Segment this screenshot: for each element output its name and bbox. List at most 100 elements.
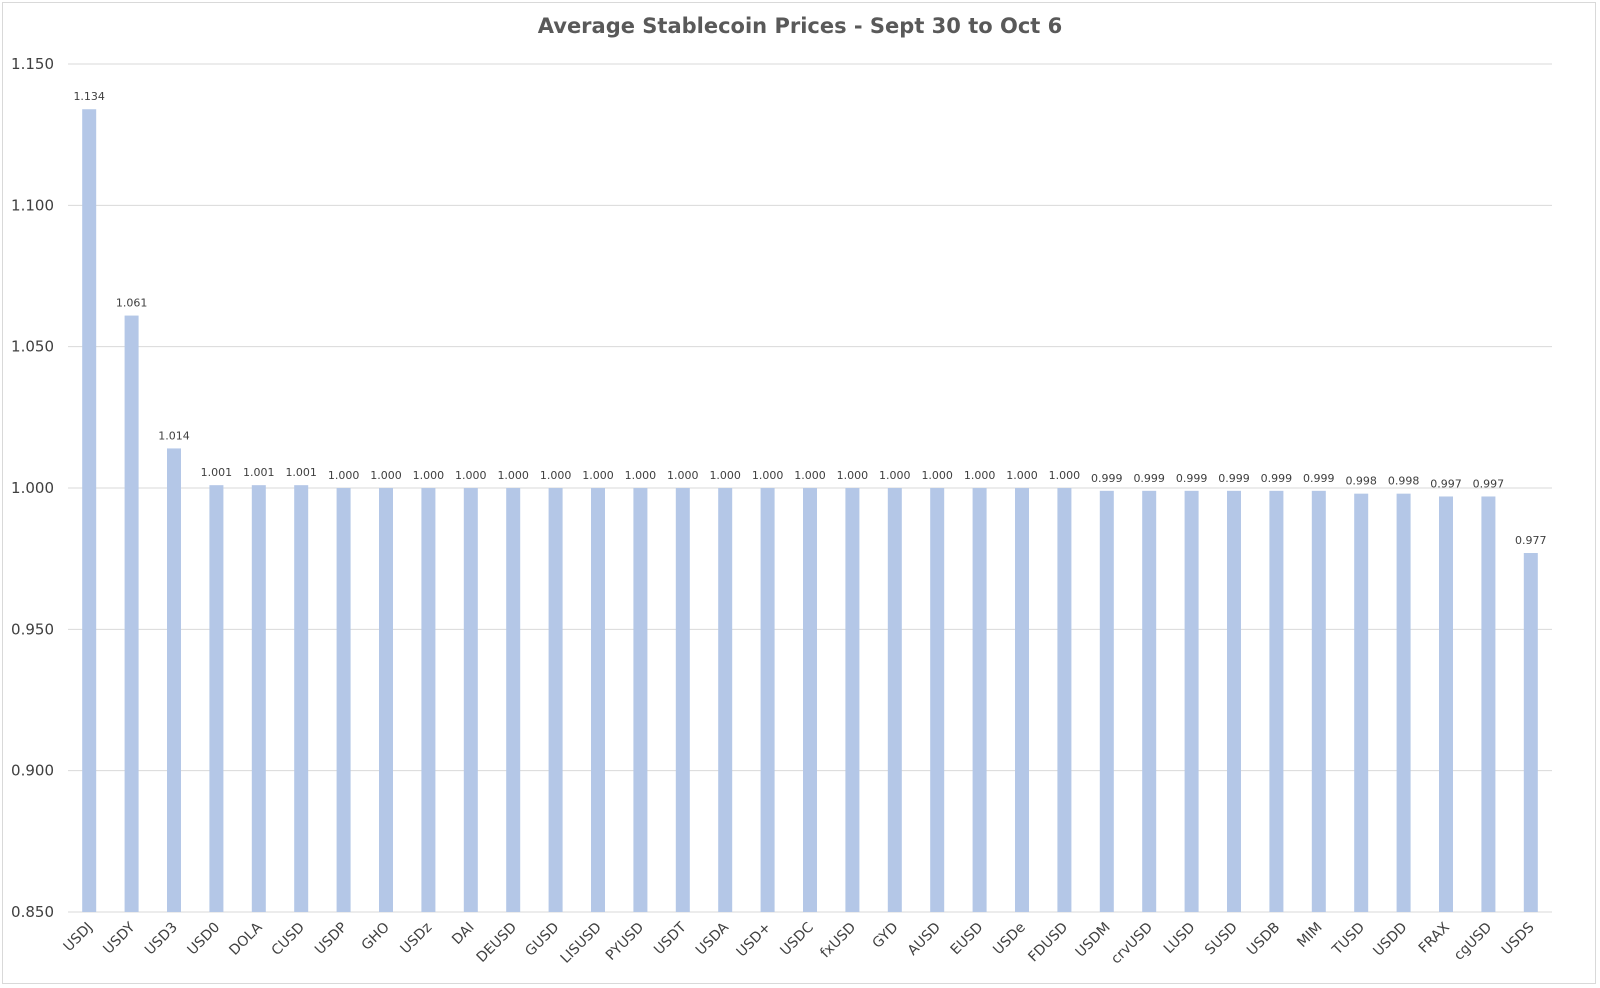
x-tick-label: USDC bbox=[777, 919, 817, 959]
bar bbox=[1227, 490, 1241, 912]
data-label: 1.061 bbox=[116, 297, 148, 310]
x-tick-label: FRAX bbox=[1416, 919, 1453, 956]
data-label: 1.000 bbox=[328, 469, 360, 482]
x-tick-label: USD3 bbox=[142, 920, 181, 959]
data-label: 0.999 bbox=[1303, 472, 1335, 485]
data-label: 1.000 bbox=[497, 469, 529, 482]
data-label: 1.000 bbox=[625, 469, 657, 482]
bar bbox=[336, 488, 351, 912]
bar bbox=[124, 315, 139, 912]
bar bbox=[972, 488, 987, 912]
data-label: 1.000 bbox=[709, 469, 741, 482]
x-tick-label: fxUSD bbox=[817, 920, 859, 962]
x-tick-label: USDA bbox=[693, 919, 732, 958]
data-label: 0.999 bbox=[1133, 472, 1165, 485]
bar bbox=[1269, 490, 1284, 912]
data-label: 1.000 bbox=[879, 469, 911, 482]
bar bbox=[294, 485, 309, 912]
x-tick-label: USDY bbox=[100, 919, 138, 957]
bar bbox=[1396, 493, 1411, 912]
data-label: 0.999 bbox=[1218, 472, 1250, 485]
x-tick-label: USDJ bbox=[61, 920, 96, 955]
x-tick-label: EUSD bbox=[948, 920, 987, 959]
bar bbox=[845, 488, 860, 912]
bar bbox=[803, 488, 817, 912]
x-tick-label: GYD bbox=[869, 920, 901, 952]
data-label: 1.001 bbox=[285, 466, 317, 479]
x-tick-label: DEUSD bbox=[474, 920, 520, 966]
bar bbox=[1523, 553, 1538, 912]
bars: 1.134 1.061 1.014 1.001 1.001 1.001 1.000 1.000… bbox=[73, 90, 1547, 912]
bar bbox=[1354, 493, 1369, 912]
bar bbox=[379, 488, 393, 912]
x-tick-label: CUSD bbox=[269, 920, 308, 959]
bar bbox=[887, 488, 902, 912]
y-tick-label: 0.950 bbox=[11, 620, 54, 638]
x-tick-label: LISUSD bbox=[558, 920, 605, 967]
bar bbox=[675, 488, 690, 912]
data-label: 1.000 bbox=[455, 469, 487, 482]
x-tick-label: crvUSD bbox=[1108, 920, 1156, 968]
data-label: 0.997 bbox=[1430, 477, 1462, 490]
bar bbox=[463, 488, 478, 912]
data-label: 1.000 bbox=[1049, 469, 1081, 482]
x-tick-label: USDP bbox=[312, 920, 350, 958]
x-tick-label: FDUSD bbox=[1025, 920, 1071, 966]
bar bbox=[1481, 496, 1496, 912]
y-tick-label: 1.100 bbox=[11, 196, 54, 214]
x-tick-label: USDB bbox=[1244, 920, 1283, 959]
y-tick-label: 1.150 bbox=[11, 55, 54, 73]
bar bbox=[251, 485, 266, 912]
x-tick-label: GUSD bbox=[522, 920, 562, 960]
data-label: 1.014 bbox=[158, 429, 190, 442]
data-label: 1.000 bbox=[964, 469, 996, 482]
bar bbox=[633, 488, 648, 912]
y-tick-label: 1.000 bbox=[11, 479, 54, 497]
data-label: 1.000 bbox=[752, 469, 784, 482]
bar bbox=[1439, 496, 1453, 912]
bar bbox=[421, 488, 436, 912]
data-label: 0.999 bbox=[1091, 472, 1123, 485]
bar bbox=[1099, 490, 1114, 912]
x-tick-label: AUSD bbox=[905, 920, 944, 959]
data-label: 0.977 bbox=[1515, 534, 1547, 547]
data-label: 1.000 bbox=[582, 469, 614, 482]
x-tick-label: TUSD bbox=[1329, 920, 1368, 959]
data-label: 1.000 bbox=[837, 469, 869, 482]
data-label: 0.997 bbox=[1473, 477, 1505, 490]
bar bbox=[1057, 488, 1072, 912]
y-axis: 0.850 0.900 0.950 1.000 1.050 1.100 1.150 bbox=[11, 55, 54, 921]
bar bbox=[1184, 490, 1199, 912]
data-label: 1.001 bbox=[201, 466, 233, 479]
data-label: 1.000 bbox=[794, 469, 826, 482]
bar bbox=[1015, 488, 1029, 912]
bar bbox=[930, 488, 945, 912]
x-tick-label: USDM bbox=[1073, 920, 1114, 961]
x-tick-label: GHO bbox=[359, 920, 393, 954]
x-tick-label: cgUSD bbox=[1451, 920, 1495, 964]
y-tick-label: 0.900 bbox=[11, 762, 54, 780]
bar bbox=[1311, 490, 1326, 912]
data-label: 1.000 bbox=[413, 469, 445, 482]
data-label: 1.134 bbox=[73, 90, 105, 103]
bar bbox=[82, 109, 97, 912]
x-tick-label: USDT bbox=[651, 919, 690, 958]
x-tick-label: USDD bbox=[1370, 920, 1410, 960]
data-label: 1.000 bbox=[1006, 469, 1038, 482]
data-label: 1.000 bbox=[667, 469, 699, 482]
data-label: 0.999 bbox=[1176, 472, 1208, 485]
data-label: 0.998 bbox=[1388, 475, 1420, 488]
x-tick-label: PYUSD bbox=[603, 920, 647, 964]
bar bbox=[718, 488, 733, 912]
x-axis: USDJ USDY USD3 USD0 DOLA CUSD USDP GHO USDz DAIDE… bbox=[61, 919, 1538, 967]
x-tick-label: DAI bbox=[449, 920, 477, 948]
bar bbox=[506, 488, 521, 912]
data-label: 0.998 bbox=[1345, 475, 1377, 488]
data-label: 0.999 bbox=[1261, 472, 1293, 485]
x-tick-label: DOLA bbox=[226, 919, 266, 959]
x-tick-label: MIM bbox=[1294, 920, 1325, 951]
bar bbox=[167, 448, 181, 912]
x-tick-label: LUSD bbox=[1161, 920, 1198, 957]
